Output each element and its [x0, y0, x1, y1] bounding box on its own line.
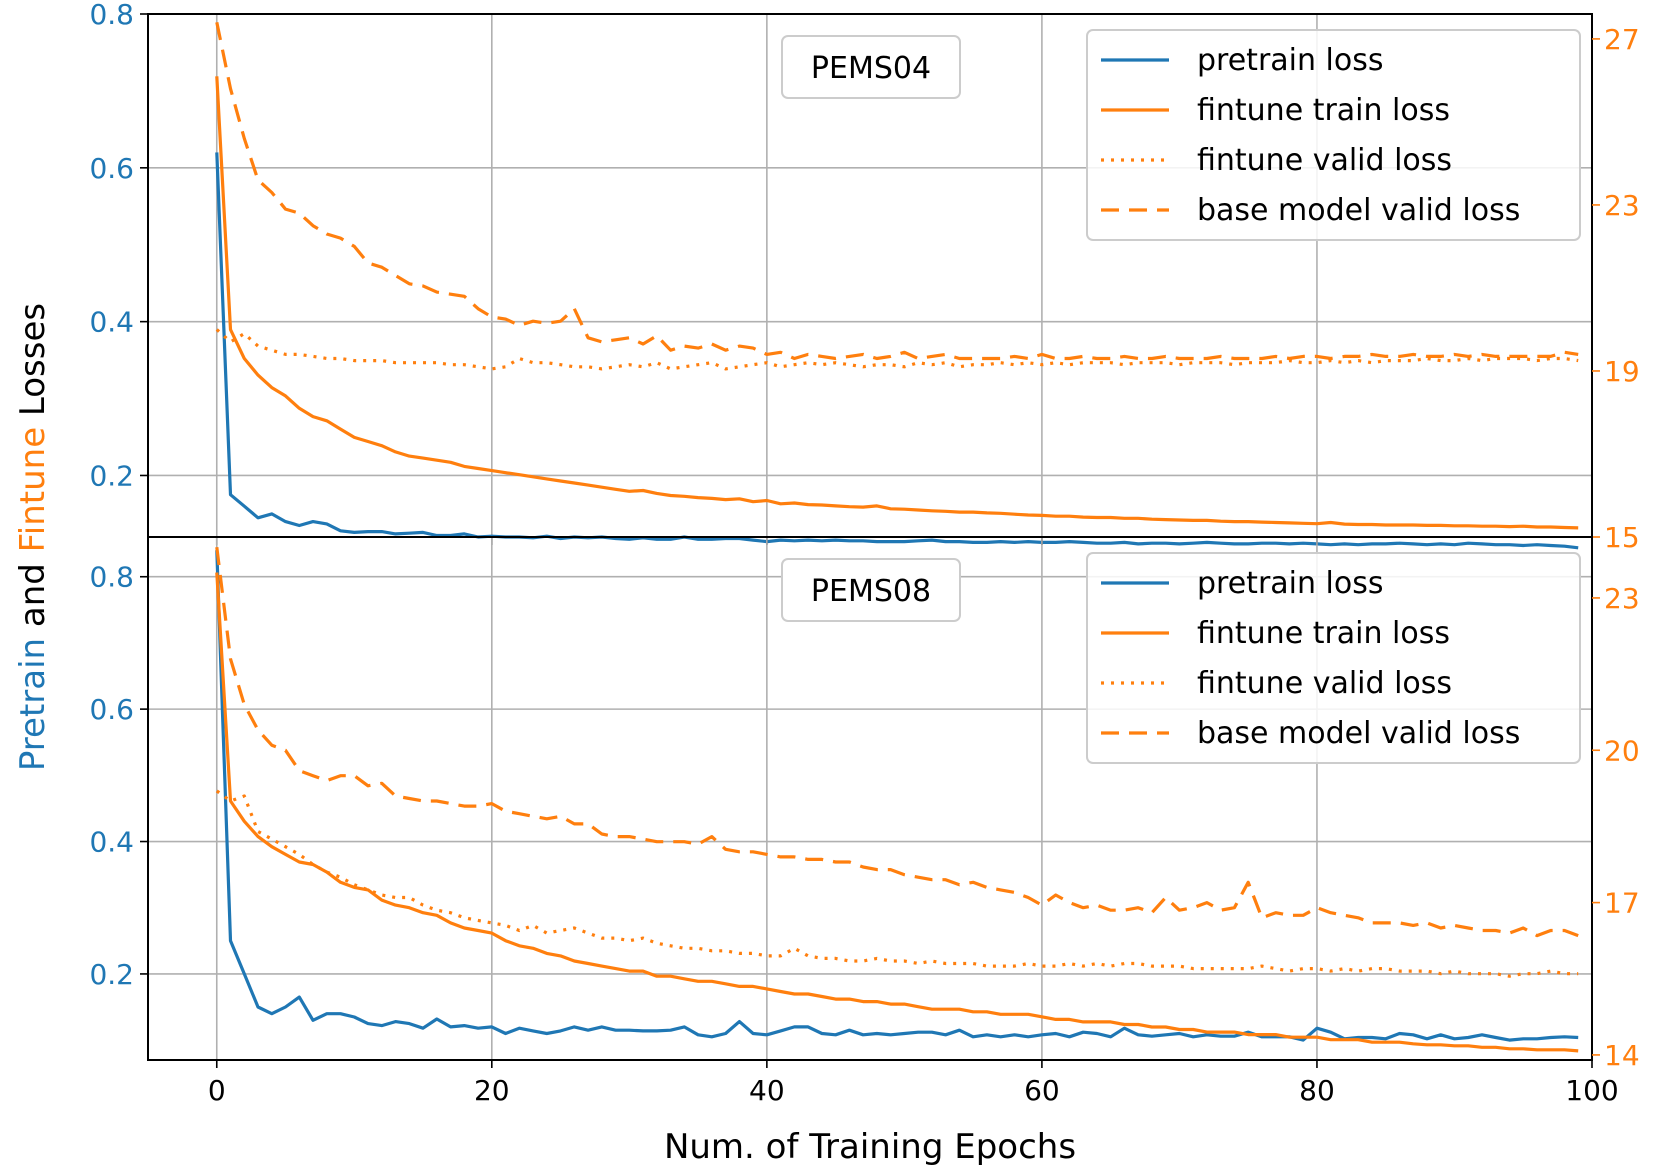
legend-label: base model valid loss	[1197, 193, 1520, 228]
series-line-fintune-valid-loss	[215, 328, 1579, 371]
legend-label: fintune valid loss	[1197, 143, 1452, 178]
x-tick-label: 60	[1024, 1074, 1060, 1107]
y-right-tick-label: 17	[1604, 887, 1640, 920]
y-right-tick-label: 19	[1604, 355, 1640, 388]
legend-label: base model valid loss	[1197, 716, 1520, 751]
series-line-base-model-valid-loss	[215, 21, 1579, 361]
x-axis-label: Num. of Training Epochs	[664, 1127, 1076, 1167]
legend-label: fintune train loss	[1197, 93, 1450, 128]
series-line-base-model-valid-loss	[215, 547, 1579, 938]
chart-title: PEMS08	[811, 574, 931, 609]
y-left-tick-label: 0.2	[89, 958, 134, 991]
y-axis-label-part: Fintune	[13, 427, 53, 563]
axes-frame	[147, 536, 1593, 1061]
y-axis-label: Pretrain and Fintune Losses	[13, 303, 53, 771]
series-line-fintune-valid-loss	[215, 789, 1579, 978]
x-tick-label: 100	[1565, 1074, 1618, 1107]
legend: pretrain loss fintune train loss fintune v…	[1086, 29, 1581, 241]
title-box	[781, 35, 961, 99]
y-right-tick-label: 27	[1604, 23, 1640, 56]
y-axis-label-part: and	[13, 563, 53, 638]
legend-label: pretrain loss	[1197, 566, 1384, 601]
panel-pems04: 0.2 0.4 0.6 0.8 15 19 23 27 PEMS04 pretrain loss f…	[89, 0, 1639, 554]
legend-box	[1086, 29, 1581, 241]
legend-label: fintune train loss	[1197, 616, 1450, 651]
x-tick-label: 80	[1299, 1074, 1335, 1107]
legend-box	[1086, 552, 1581, 764]
chart-title: PEMS04	[811, 51, 931, 86]
y-axis-label-part: Pretrain	[13, 638, 53, 771]
series-line-fintune-train-loss	[215, 76, 1579, 530]
y-right-tick-label: 14	[1604, 1039, 1640, 1072]
legend-label: fintune valid loss	[1197, 666, 1452, 701]
panel-pems08: 0.2 0.4 0.6 0.8 14 17 20 23 0 20 40 60 80 100 PEMS08 pr…	[89, 536, 1640, 1107]
y-left-tick-label: 0.8	[89, 561, 134, 594]
y-left-tick-label: 0.8	[89, 0, 134, 31]
y-right-tick-label: 23	[1604, 582, 1640, 615]
y-right-tick-label: 20	[1604, 734, 1640, 767]
y-right-tick-label: 15	[1604, 521, 1640, 554]
y-axis-label-part: Losses	[13, 303, 53, 427]
legend-label: pretrain loss	[1197, 43, 1384, 78]
title-box	[781, 558, 961, 622]
x-tick-label: 0	[208, 1074, 226, 1107]
y-left-tick-label: 0.4	[89, 306, 134, 339]
y-left-tick-label: 0.2	[89, 459, 134, 492]
legend: pretrain loss fintune train loss fintune v…	[1086, 552, 1581, 764]
x-tick-label: 40	[749, 1074, 785, 1107]
y-right-tick-label: 23	[1604, 189, 1640, 222]
y-left-tick-label: 0.6	[89, 693, 134, 726]
y-left-tick-label: 0.4	[89, 826, 134, 859]
series-line-pretrain-loss	[215, 152, 1579, 550]
y-left-tick-label: 0.6	[89, 152, 134, 185]
x-tick-label: 20	[474, 1074, 510, 1107]
series-line-fintune-train-loss	[215, 572, 1579, 1053]
